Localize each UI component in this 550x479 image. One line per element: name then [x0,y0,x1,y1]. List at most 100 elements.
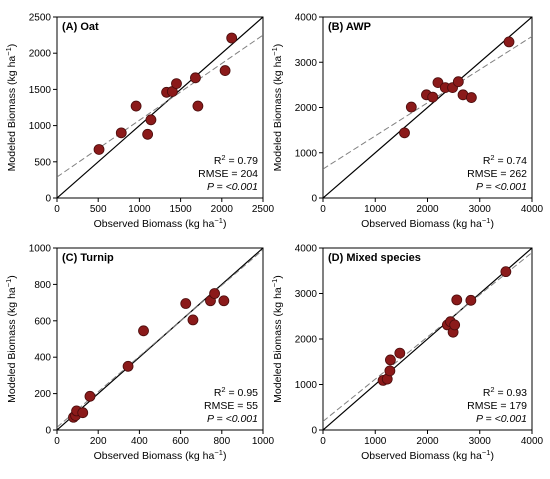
data-point-a [142,128,154,140]
one-to-one-line-b [323,17,532,198]
data-point-c [209,288,220,299]
data-point-a [171,78,182,90]
stat-p-c: P = <0.001 [207,413,258,425]
y-axis-label-close-b: ) [272,44,284,48]
one-to-one-line-d [323,248,532,430]
y-tick-label-a: 2000 [29,49,52,60]
y-axis-label-c: Modeled Biomass (kg ha−1) [4,275,18,403]
x-tick-label-a: 1500 [169,204,192,215]
x-tick-label-c: 600 [172,436,189,447]
data-point-d [465,294,477,306]
panel-title-b: (B) AWP [328,21,371,33]
y-tick-label-a: 500 [34,157,51,168]
x-tick-label-d: 0 [320,436,326,447]
x-tick-label-c: 0 [54,436,60,447]
stat-r2-superscript-c: 2 [221,385,225,394]
panel-b: 0 1000 2000 3000 4000 0 1000 2000 3000 4000 Observ… [270,13,544,231]
stat-rmse-d: RMSE = 179 [467,400,527,412]
x-tick-label-d: 4000 [521,436,544,447]
plot-frame-a [56,16,264,199]
one-to-one-line-a [57,17,263,198]
data-point-b [399,127,410,139]
y-tick-label-a: 0 [45,194,51,205]
data-point-d [500,266,512,278]
x-tick-label-c: 200 [90,436,107,447]
data-point-d [384,365,396,377]
x-axis-label-a: Observed Biomass (kg ha−1) [94,216,227,230]
data-point-a [190,72,201,84]
y-tick-label-c: 800 [34,280,51,291]
stat-r2-c: R2 = 0.95 [214,385,258,399]
data-point-c [138,325,149,337]
x-tick-label-d: 3000 [469,436,492,447]
y-tick-label-d: 4000 [295,244,318,255]
panel-title-a: (A) Oat [62,21,99,33]
x-tick-label-a: 0 [54,204,60,215]
x-axis-unit-superscript-b: −1 [482,216,491,225]
y-tick-label-b: 3000 [295,58,318,69]
panel-d: 0 1000 2000 3000 4000 0 1000 2000 3000 4000 Observ… [270,244,544,463]
y-axis-unit-superscript-a: −1 [4,47,13,56]
x-tick-label-c: 1000 [252,436,275,447]
y-axis-unit-superscript-b: −1 [270,47,279,56]
y-tick-label-c: 600 [34,316,51,327]
x-axis-label-b: Observed Biomass (kg ha−1) [361,216,494,230]
y-tick-label-c: 1000 [29,244,52,255]
y-tick-label-b: 2000 [295,103,318,114]
y-tick-label-a: 1500 [29,85,52,96]
stat-r2-superscript-d: 2 [490,385,494,394]
x-axis-label-close-d: ) [490,450,494,462]
panel-a: 0 500 1000 1500 2000 2500 0 500 1000 1500 2000 2500… [4,13,275,231]
data-point-c [77,407,89,419]
stat-p-a: P = <0.001 [207,181,258,193]
x-tick-label-a: 1000 [128,204,151,215]
x-tick-label-d: 2000 [416,436,439,447]
data-point-b [427,91,439,103]
y-axis-label-d: Modeled Biomass (kg ha−1) [270,275,284,403]
y-axis-label-b: Modeled Biomass (kg ha−1) [270,44,284,172]
x-tick-label-b: 1000 [364,204,387,215]
y-tick-label-b: 0 [311,194,317,205]
x-tick-label-b: 4000 [521,204,544,215]
regression-line-b [323,36,532,170]
data-point-d [394,347,406,359]
data-point-b [452,76,464,88]
x-tick-label-d: 1000 [364,436,387,447]
x-tick-label-b: 0 [320,204,326,215]
y-axis-label-a: Modeled Biomass (kg ha−1) [4,44,18,172]
data-point-b [432,77,444,89]
y-tick-label-c: 200 [34,389,51,400]
stat-r2-superscript-b: 2 [490,153,494,162]
x-axis-unit-superscript-d: −1 [482,448,491,457]
data-point-d [385,354,396,366]
y-tick-label-d: 0 [311,426,317,437]
x-tick-label-c: 400 [131,436,148,447]
data-point-c [122,360,134,372]
y-axis-label-close-d: ) [272,275,284,279]
y-tick-label-b: 1000 [295,148,318,159]
data-point-a [219,65,231,76]
stat-r2-value-b: = 0.74 [495,155,528,167]
data-point-b [405,101,417,113]
panel-title-d: (D) Mixed species [328,252,421,264]
data-point-c [218,295,230,307]
stat-r2-d: R2 = 0.93 [483,385,527,399]
x-tick-label-b: 3000 [469,204,492,215]
x-axis-label-close-c: ) [223,450,227,462]
panel-c: 0 200 400 600 800 1000 0 200 400 600 800 1000 Observ… [4,244,275,463]
y-axis-unit-superscript-c: −1 [4,279,13,288]
stat-rmse-a: RMSE = 204 [198,168,258,180]
x-tick-label-a: 2500 [252,204,275,215]
stat-r2-value-c: = 0.95 [226,387,259,399]
x-axis-label-c: Observed Biomass (kg ha−1) [94,448,227,462]
data-point-a [93,144,105,155]
y-tick-label-d: 1000 [295,380,318,391]
data-point-c [187,314,199,326]
stat-r2-value-a: = 0.79 [226,155,259,167]
data-point-a [115,127,127,139]
x-tick-label-a: 500 [90,204,107,215]
y-tick-label-c: 0 [45,426,51,437]
x-tick-label-b: 2000 [416,204,439,215]
data-point-c [180,298,192,309]
